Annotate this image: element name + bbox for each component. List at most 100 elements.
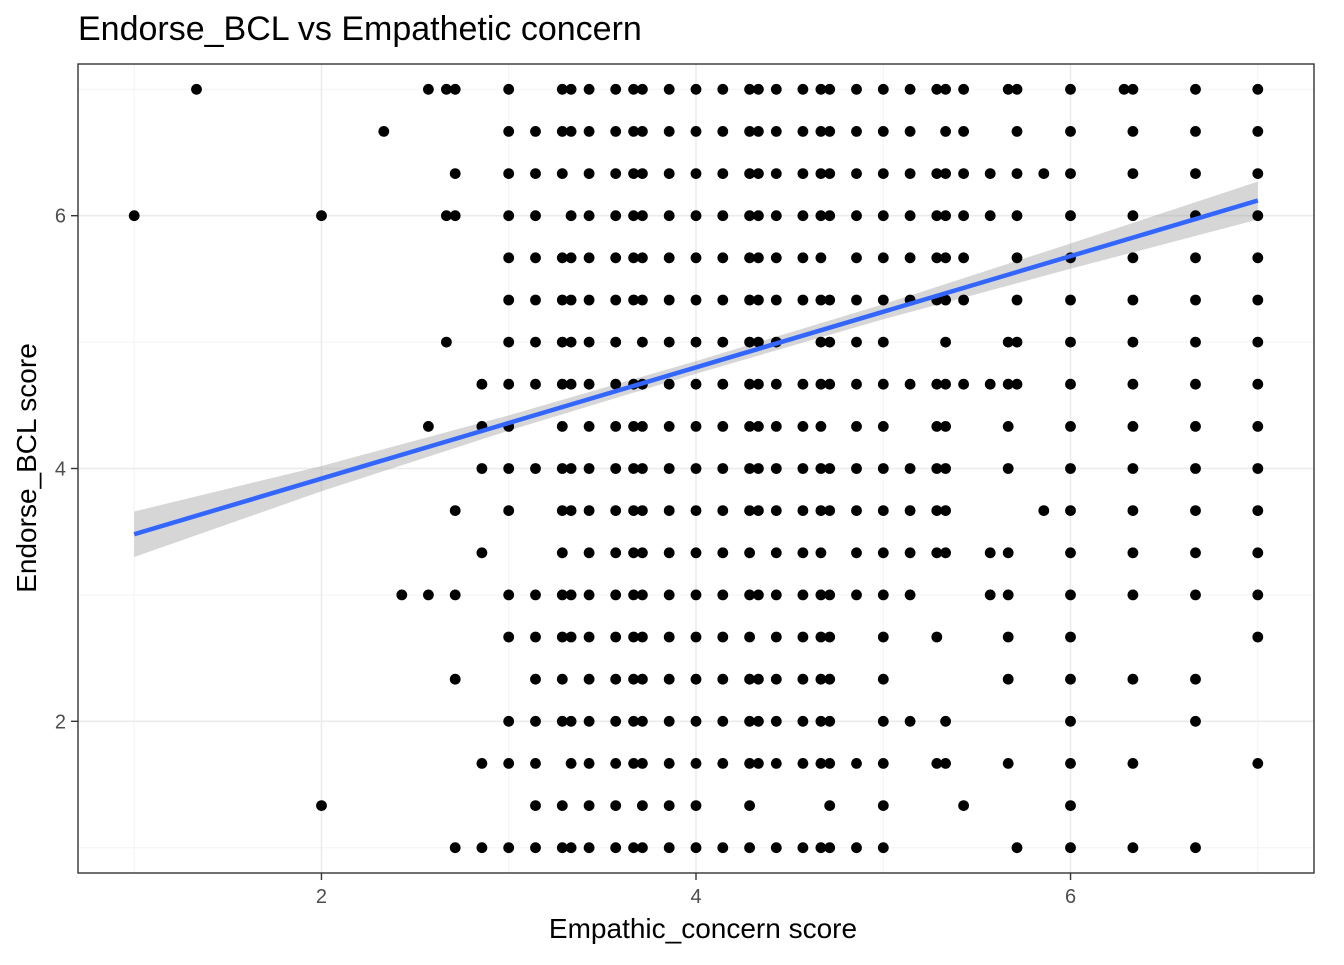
data-point (1002, 547, 1014, 559)
y-axis: 2 4 6 (55, 206, 78, 733)
data-point (824, 210, 836, 222)
data-point (1252, 505, 1264, 516)
data-point (744, 715, 755, 727)
data-point (1190, 589, 1201, 601)
data-point (1127, 758, 1139, 769)
data-point (717, 421, 729, 432)
data-point (583, 83, 595, 95)
data-point (824, 505, 836, 516)
data-point (628, 421, 639, 432)
data-point (984, 547, 996, 559)
data-point (610, 505, 622, 516)
data-point (877, 294, 889, 306)
data-point (637, 758, 648, 769)
data-point (815, 631, 827, 643)
data-point (610, 463, 622, 474)
data-point (530, 758, 541, 769)
data-point (583, 589, 595, 601)
data-point (1127, 589, 1139, 601)
data-point (717, 294, 729, 306)
data-point (958, 125, 969, 137)
data-point (958, 252, 969, 264)
data-point (904, 125, 916, 137)
data-point (1065, 547, 1076, 559)
data-point (583, 842, 595, 854)
data-point (503, 715, 515, 727)
data-point (503, 125, 515, 137)
data-point (449, 168, 461, 180)
data-point (1065, 715, 1076, 727)
data-point (556, 715, 568, 727)
data-point (824, 168, 836, 180)
data-point (476, 842, 488, 854)
data-point (1011, 842, 1023, 854)
data-point (744, 842, 755, 854)
data-point (556, 547, 568, 559)
data-point (530, 378, 541, 390)
data-point (690, 673, 702, 685)
data-point (628, 547, 639, 559)
data-point (1002, 589, 1014, 601)
data-point (628, 252, 639, 264)
data-point (628, 294, 639, 306)
x-tick-label: 6 (1065, 886, 1076, 908)
data-point (1065, 168, 1076, 180)
data-point (851, 463, 862, 474)
data-point (565, 842, 577, 854)
data-point (663, 210, 675, 222)
data-point (556, 800, 568, 811)
data-point (904, 715, 916, 727)
data-point (583, 715, 595, 727)
data-point (744, 168, 755, 180)
data-point (663, 673, 675, 685)
data-point (583, 463, 595, 474)
data-point (797, 252, 809, 264)
data-point (717, 547, 729, 559)
data-point (753, 125, 764, 137)
data-point (503, 294, 515, 306)
data-point (744, 673, 755, 685)
data-point (815, 715, 827, 727)
data-point (797, 378, 809, 390)
data-point (690, 715, 702, 727)
data-point (556, 631, 568, 643)
data-point (958, 83, 969, 95)
data-point (503, 589, 515, 601)
data-point (877, 715, 889, 727)
data-point (744, 800, 755, 811)
data-point (628, 168, 639, 180)
data-point (610, 800, 622, 811)
data-point (663, 463, 675, 474)
data-point (1065, 505, 1076, 516)
data-point (940, 125, 951, 137)
data-point (1127, 673, 1139, 685)
data-point (556, 125, 568, 137)
data-point (1065, 463, 1076, 474)
data-point (565, 294, 577, 306)
data-point (744, 463, 755, 474)
data-point (610, 252, 622, 264)
data-point (744, 378, 755, 390)
data-point (1002, 631, 1014, 643)
data-point (815, 463, 827, 474)
data-point (815, 336, 827, 348)
x-tick-label: 4 (690, 886, 701, 908)
data-point (610, 210, 622, 222)
data-point (610, 673, 622, 685)
x-tick-label: 2 (316, 886, 327, 908)
data-point (1011, 336, 1023, 348)
data-point (530, 800, 541, 811)
data-point (583, 758, 595, 769)
data-point (753, 505, 764, 516)
data-point (610, 842, 622, 854)
data-point (1011, 210, 1023, 222)
data-point (753, 673, 764, 685)
data-point (628, 210, 639, 222)
data-point (877, 83, 889, 95)
data-point (744, 505, 755, 516)
data-point (744, 547, 755, 559)
data-point (770, 125, 782, 137)
data-point (637, 631, 648, 643)
data-point (1190, 673, 1201, 685)
data-point (610, 336, 622, 348)
